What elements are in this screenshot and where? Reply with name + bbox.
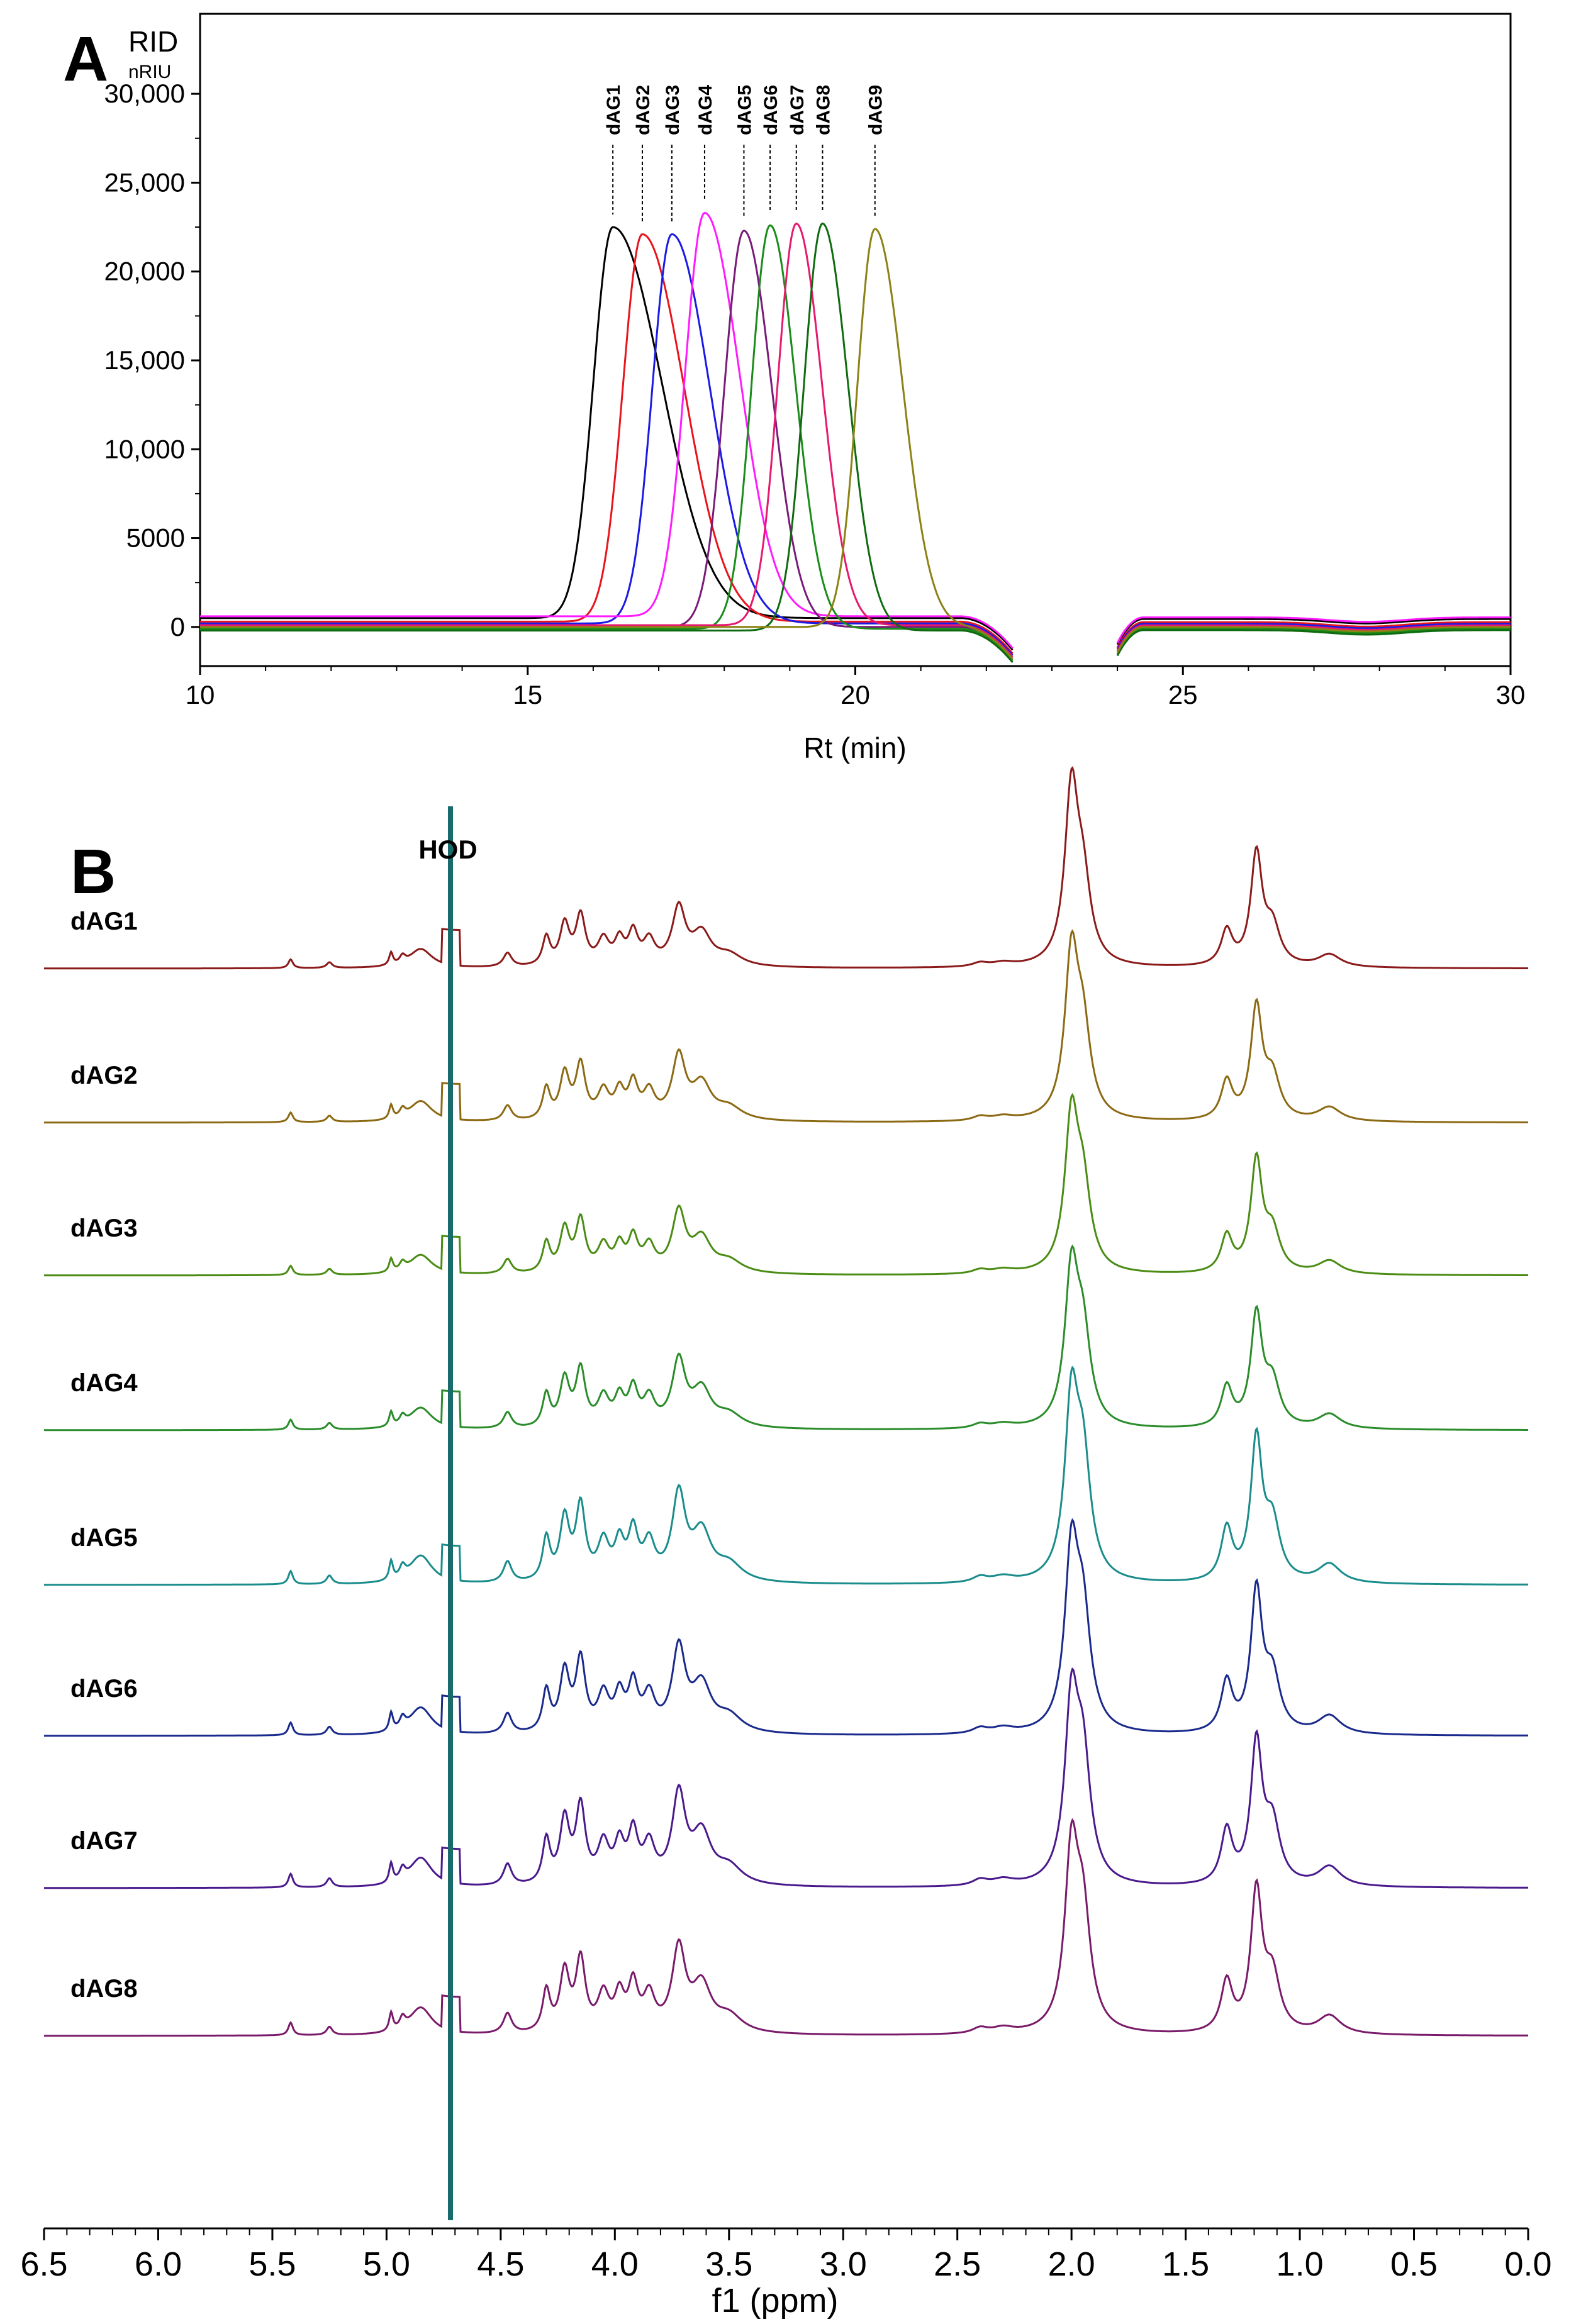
panel-b-nmr: B 6.5 6.0 5.5 5.0 4.5 4.0 3.5 3.0 2.5 2.0 1.5 1.0 0.… bbox=[20, 766, 1552, 2320]
peak-label-dag4: dAG4 bbox=[695, 85, 716, 135]
x-tick-label: 25 bbox=[1168, 680, 1198, 709]
hod-annotation: HOD bbox=[418, 835, 477, 864]
y-tick-label: 10,000 bbox=[104, 434, 185, 464]
x-tick-label: 15 bbox=[513, 680, 542, 709]
peak-label-dag3: dAG3 bbox=[662, 85, 683, 135]
x-tick-label: 4.5 bbox=[477, 2245, 524, 2283]
nmr-spectra bbox=[44, 766, 1528, 2220]
x-tick-label: 3.0 bbox=[820, 2245, 867, 2283]
x-tick-label: 5.0 bbox=[363, 2245, 410, 2283]
peak-label-dag5: dAG5 bbox=[734, 85, 755, 135]
x-axis-title: Rt (min) bbox=[803, 731, 907, 764]
y-tick-label: 0 bbox=[170, 612, 185, 642]
spectrum-dag2 bbox=[44, 929, 1528, 1124]
y-axis-title: RID bbox=[128, 25, 178, 58]
x-tick-label: 6.0 bbox=[135, 2245, 182, 2283]
spectrum-dag7 bbox=[44, 1667, 1528, 1889]
spectrum-labels: dAG1 dAG2 dAG3 dAG4 dAG5 dAG6 dAG7 dAG8 bbox=[70, 908, 138, 2003]
trace-dag6 bbox=[200, 224, 1511, 662]
x-tick-label: 4.0 bbox=[591, 2245, 639, 2283]
y-tick-label: 30,000 bbox=[104, 79, 185, 108]
x-tick-label: 10 bbox=[186, 680, 215, 709]
x-tick-label: 3.5 bbox=[705, 2245, 752, 2283]
y-axis-ticks: 0 5000 10,000 15,000 20,000 25,000 30,000 bbox=[104, 79, 200, 642]
y-tick-label: 15,000 bbox=[104, 345, 185, 375]
y-axis-unit: nRIU bbox=[128, 62, 171, 82]
spectrum-label-dag5: dAG5 bbox=[70, 1524, 138, 1552]
y-tick-label: 25,000 bbox=[104, 167, 185, 197]
chromatogram-traces bbox=[200, 211, 1511, 664]
trace-dag4 bbox=[200, 211, 1511, 649]
trace-dag1 bbox=[200, 226, 1511, 651]
spectrum-label-dag3: dAG3 bbox=[70, 1215, 138, 1242]
x-tick-label: 0.0 bbox=[1504, 2245, 1551, 2283]
trace-dag7 bbox=[200, 222, 1511, 658]
spectrum-label-dag7: dAG7 bbox=[70, 1827, 138, 1855]
trace-dag8 bbox=[200, 222, 1511, 664]
x-axis-ticks: 10 15 20 25 30 bbox=[186, 666, 1526, 709]
spectrum-label-dag6: dAG6 bbox=[70, 1675, 138, 1703]
x-axis-ticks: 6.5 6.0 5.5 5.0 4.5 4.0 3.5 3.0 2.5 2.0 1.5 1.0 0.5 0… bbox=[20, 2228, 1552, 2283]
x-tick-label: 20 bbox=[841, 680, 870, 709]
spectrum-label-dag1: dAG1 bbox=[70, 908, 138, 935]
x-tick-label: 5.5 bbox=[249, 2245, 296, 2283]
spectrum-label-dag4: dAG4 bbox=[70, 1369, 138, 1397]
x-tick-label: 0.5 bbox=[1390, 2245, 1438, 2283]
y-tick-label: 5000 bbox=[126, 523, 185, 553]
spectrum-dag3 bbox=[44, 1093, 1528, 1277]
spectrum-dag6 bbox=[44, 1518, 1528, 1737]
peak-label-dag2: dAG2 bbox=[633, 85, 654, 135]
panel-b-letter: B bbox=[70, 837, 116, 907]
panel-a-letter: A bbox=[63, 24, 108, 94]
spectrum-dag8 bbox=[44, 1818, 1528, 2037]
peak-label-dag9: dAG9 bbox=[866, 85, 886, 135]
peak-label-dag6: dAG6 bbox=[761, 85, 781, 135]
peak-label-dag8: dAG8 bbox=[813, 85, 834, 135]
x-tick-label: 30 bbox=[1496, 680, 1526, 709]
x-tick-label: 2.0 bbox=[1048, 2245, 1095, 2283]
x-tick-label: 1.0 bbox=[1277, 2245, 1324, 2283]
spectrum-dag4 bbox=[44, 1244, 1528, 1432]
peak-labels: dAG1 dAG2 dAG3 dAG4 dAG5 dAG6 dAG7 dAG8 dAG9 bbox=[603, 85, 886, 222]
spectrum-label-dag8: dAG8 bbox=[70, 1975, 138, 2003]
x-tick-label: 1.5 bbox=[1162, 2245, 1209, 2283]
y-tick-label: 20,000 bbox=[104, 257, 185, 286]
trace-dag9 bbox=[200, 228, 1511, 660]
x-tick-label: 2.5 bbox=[934, 2245, 981, 2283]
spectrum-dag1 bbox=[44, 766, 1528, 970]
x-axis-title: f1 (ppm) bbox=[712, 2282, 838, 2320]
spectrum-dag5 bbox=[44, 1365, 1528, 1586]
peak-label-dag7: dAG7 bbox=[787, 85, 808, 135]
peak-label-dag1: dAG1 bbox=[603, 85, 624, 135]
panel-a-chromatogram: A RID nRIU 0 5000 10,000 15,000 20,000 25,000… bbox=[63, 13, 1526, 764]
x-tick-label: 6.5 bbox=[20, 2245, 67, 2283]
plot-frame bbox=[199, 13, 1512, 667]
spectrum-label-dag2: dAG2 bbox=[70, 1062, 138, 1089]
